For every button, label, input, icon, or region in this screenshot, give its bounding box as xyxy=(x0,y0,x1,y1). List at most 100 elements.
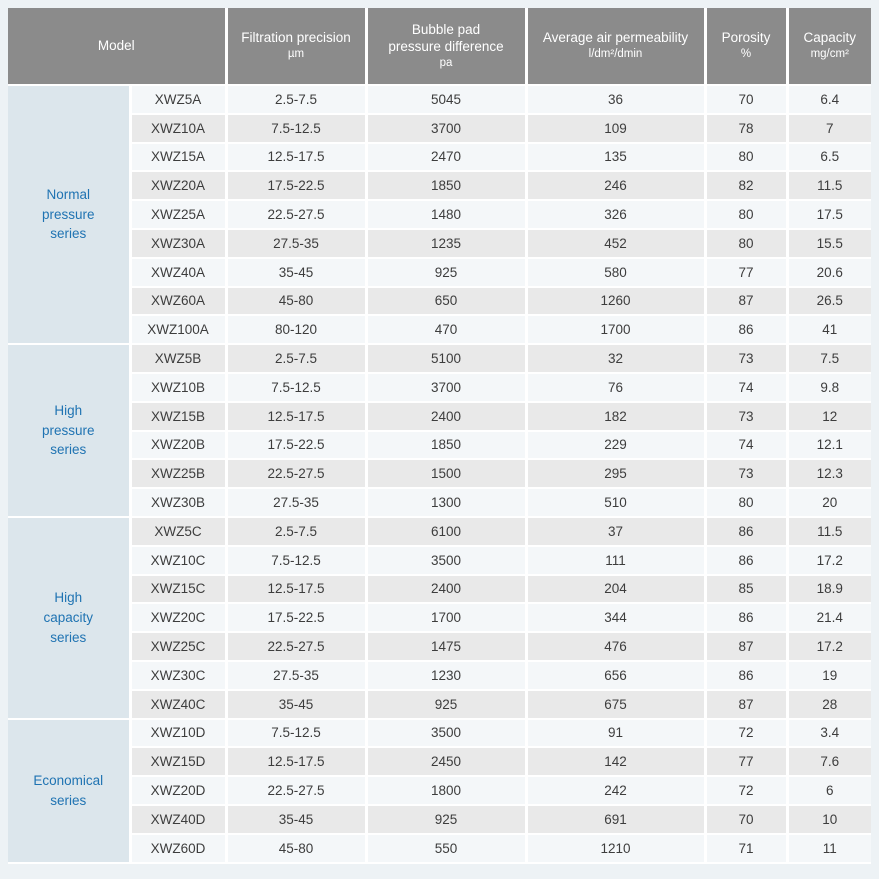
filtration-precision-cell: 7.5-12.5 xyxy=(226,545,368,576)
series-label-line: Normal xyxy=(46,187,90,203)
pressure-difference-cell: 925 xyxy=(366,804,528,835)
filtration-precision-cell: 27.5-35 xyxy=(226,660,368,691)
capacity-cell: 7.5 xyxy=(787,344,871,374)
porosity-cell: 73 xyxy=(705,459,789,490)
table-body: Normal pressure series XWZ5A 2.5-7.5 5045 36 70… xyxy=(8,85,871,864)
table-row: XWZ40C 35-45 925 675 87 28 xyxy=(8,689,871,720)
capacity-cell: 18.9 xyxy=(787,574,871,605)
capacity-cell: 17.5 xyxy=(787,200,871,230)
capacity-cell: 41 xyxy=(787,315,871,346)
filtration-precision-cell: 12.5-17.5 xyxy=(226,142,368,173)
model-cell: XWZ100A xyxy=(130,315,228,346)
model-cell: XWZ15D xyxy=(130,747,228,778)
porosity-cell: 70 xyxy=(705,85,789,115)
table-row: XWZ15A 12.5-17.5 2470 135 80 6.5 xyxy=(8,142,871,173)
column-header-unit: l/dm²/dmin xyxy=(588,48,643,61)
pressure-difference-cell: 1230 xyxy=(366,660,528,691)
capacity-cell: 7 xyxy=(787,113,871,144)
series-label-line: series xyxy=(50,629,87,645)
filtration-precision-cell: 7.5-12.5 xyxy=(226,113,368,144)
table-row: XWZ30B 27.5-35 1300 510 80 20 xyxy=(8,488,871,518)
air-permeability-cell: 32 xyxy=(526,344,707,374)
pressure-difference-cell: 925 xyxy=(366,689,528,720)
model-cell: XWZ20B xyxy=(130,430,228,461)
porosity-cell: 85 xyxy=(705,574,789,605)
air-permeability-cell: 295 xyxy=(526,459,707,490)
series-label-1: Normal pressure series xyxy=(8,85,132,346)
porosity-cell: 86 xyxy=(705,545,789,576)
porosity-cell: 86 xyxy=(705,603,789,634)
filtration-precision-cell: 17.5-22.5 xyxy=(226,171,368,202)
filtration-precision-cell: 12.5-17.5 xyxy=(226,574,368,605)
air-permeability-cell: 142 xyxy=(526,747,707,778)
model-cell: XWZ15B xyxy=(130,401,228,432)
pressure-difference-cell: 1480 xyxy=(366,200,528,230)
pressure-difference-cell: 470 xyxy=(366,315,528,346)
porosity-cell: 80 xyxy=(705,142,789,173)
capacity-cell: 6 xyxy=(787,776,871,806)
series-label-line: series xyxy=(50,226,87,242)
column-header-label: Average air permeability xyxy=(542,30,689,46)
model-cell: XWZ25C xyxy=(130,632,228,662)
filtration-precision-cell: 35-45 xyxy=(226,689,368,720)
filtration-precision-cell: 12.5-17.5 xyxy=(226,747,368,778)
series-label-line: Economical xyxy=(33,772,104,788)
series-label-line: High xyxy=(54,590,83,606)
column-header-capacity: Capacity mg/cm² xyxy=(787,8,871,86)
model-cell: XWZ15A xyxy=(130,142,228,173)
air-permeability-cell: 452 xyxy=(526,228,707,259)
filtration-precision-cell: 17.5-22.5 xyxy=(226,430,368,461)
column-header-label: pressure difference xyxy=(388,39,504,55)
pressure-difference-cell: 2470 xyxy=(366,142,528,173)
model-cell: XWZ30B xyxy=(130,488,228,518)
air-permeability-cell: 111 xyxy=(526,545,707,576)
porosity-cell: 73 xyxy=(705,344,789,374)
pressure-difference-cell: 3700 xyxy=(366,113,528,144)
capacity-cell: 26.5 xyxy=(787,286,871,317)
model-cell: XWZ60D xyxy=(130,833,228,864)
capacity-cell: 11 xyxy=(787,833,871,864)
porosity-cell: 86 xyxy=(705,516,789,547)
capacity-cell: 17.2 xyxy=(787,545,871,576)
series-label-4: Economical series xyxy=(8,718,132,864)
porosity-cell: 71 xyxy=(705,833,789,864)
table-row: XWZ60A 45-80 650 1260 87 26.5 xyxy=(8,286,871,317)
filtration-precision-cell: 2.5-7.5 xyxy=(226,344,368,374)
porosity-cell: 80 xyxy=(705,200,789,230)
model-cell: XWZ20C xyxy=(130,603,228,634)
column-header-label: Capacity xyxy=(803,30,857,46)
air-permeability-cell: 344 xyxy=(526,603,707,634)
filtration-precision-cell: 80-120 xyxy=(226,315,368,346)
air-permeability-cell: 76 xyxy=(526,372,707,403)
table-row: XWZ20A 17.5-22.5 1850 246 82 11.5 xyxy=(8,171,871,202)
porosity-cell: 78 xyxy=(705,113,789,144)
air-permeability-cell: 510 xyxy=(526,488,707,518)
porosity-cell: 86 xyxy=(705,315,789,346)
porosity-cell: 87 xyxy=(705,286,789,317)
capacity-cell: 28 xyxy=(787,689,871,720)
capacity-cell: 10 xyxy=(787,804,871,835)
filtration-precision-cell: 7.5-12.5 xyxy=(226,372,368,403)
model-cell: XWZ20A xyxy=(130,171,228,202)
air-permeability-cell: 204 xyxy=(526,574,707,605)
air-permeability-cell: 182 xyxy=(526,401,707,432)
capacity-cell: 17.2 xyxy=(787,632,871,662)
pressure-difference-cell: 1850 xyxy=(366,171,528,202)
model-cell: XWZ25A xyxy=(130,200,228,230)
model-cell: XWZ10B xyxy=(130,372,228,403)
table-row: XWZ40D 35-45 925 691 70 10 xyxy=(8,804,871,835)
air-permeability-cell: 656 xyxy=(526,660,707,691)
porosity-cell: 77 xyxy=(705,257,789,288)
model-cell: XWZ40A xyxy=(130,257,228,288)
filtration-precision-cell: 27.5-35 xyxy=(226,228,368,259)
column-header-pressure-difference: Bubble pad pressure difference pa xyxy=(366,8,528,86)
capacity-cell: 3.4 xyxy=(787,718,871,749)
pressure-difference-cell: 3500 xyxy=(366,718,528,749)
air-permeability-cell: 36 xyxy=(526,85,707,115)
porosity-cell: 86 xyxy=(705,660,789,691)
capacity-cell: 20 xyxy=(787,488,871,518)
capacity-cell: 15.5 xyxy=(787,228,871,259)
capacity-cell: 20.6 xyxy=(787,257,871,288)
column-header-label: Bubble pad xyxy=(411,21,481,37)
capacity-cell: 19 xyxy=(787,660,871,691)
